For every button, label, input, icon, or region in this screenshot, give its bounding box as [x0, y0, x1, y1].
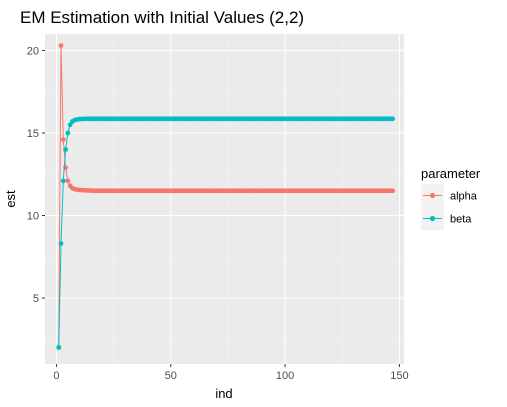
y-tick-label: 10	[27, 211, 39, 223]
legend-title: parameter	[421, 166, 481, 181]
x-tick-label: 50	[165, 370, 177, 382]
y-axis-label: est	[3, 190, 18, 208]
data-point-beta	[60, 178, 66, 184]
data-point-alpha	[58, 43, 64, 48]
x-tick-label: 150	[390, 370, 408, 382]
y-axis-ticks: 5 10 15 20	[27, 46, 45, 305]
data-point-beta	[56, 345, 62, 350]
grid-major	[45, 34, 404, 364]
data-point-beta	[390, 116, 395, 122]
x-tick-label: 0	[53, 370, 59, 382]
legend-key-point-alpha	[429, 192, 436, 199]
plot-panel	[45, 34, 404, 364]
legend-label-alpha: alpha	[450, 191, 478, 203]
x-tick-label: 100	[276, 370, 294, 382]
data-point-beta	[65, 130, 71, 136]
y-tick-label: 5	[33, 293, 39, 305]
series-alpha	[56, 43, 395, 350]
x-axis-label: ind	[215, 386, 232, 401]
data-point-alpha	[390, 188, 395, 194]
y-tick-label: 20	[27, 46, 39, 58]
legend-key-point-beta	[429, 215, 436, 222]
data-point-alpha	[65, 178, 71, 184]
y-tick-label: 15	[27, 128, 39, 140]
series-beta	[56, 116, 395, 350]
series-layer	[56, 43, 395, 350]
data-point-alpha	[60, 137, 66, 143]
data-point-beta	[63, 147, 68, 152]
legend-label-beta: beta	[450, 214, 472, 226]
legend: parameter alpha beta	[421, 166, 481, 230]
data-point-beta	[58, 241, 64, 246]
grid-minor	[45, 34, 404, 364]
chart-title: EM Estimation with Initial Values (2,2)	[20, 8, 304, 27]
x-axis-ticks: 0 50 100 150	[53, 364, 409, 382]
